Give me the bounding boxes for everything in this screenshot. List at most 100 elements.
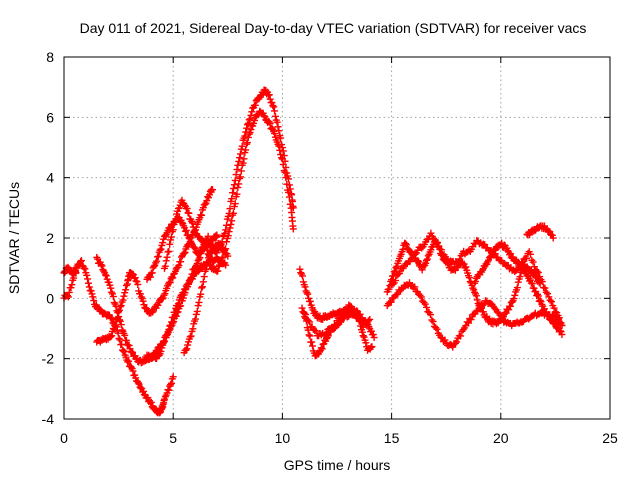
data-point bbox=[216, 240, 224, 248]
data-point bbox=[395, 269, 403, 277]
data-point bbox=[304, 290, 312, 298]
data-point bbox=[110, 325, 118, 333]
data-point bbox=[268, 124, 276, 132]
data-point bbox=[302, 311, 310, 319]
data-point bbox=[157, 245, 165, 253]
data-point bbox=[301, 283, 309, 291]
data-point bbox=[511, 291, 519, 299]
grid-lines bbox=[64, 57, 610, 419]
data-point bbox=[83, 271, 91, 279]
data-point bbox=[424, 252, 432, 260]
y-tick-label: 0 bbox=[46, 290, 54, 306]
data-point bbox=[359, 332, 367, 340]
data-point bbox=[169, 313, 177, 321]
data-point bbox=[116, 303, 124, 311]
series-track-14 bbox=[383, 279, 566, 351]
data-point bbox=[162, 257, 170, 265]
data-point bbox=[80, 264, 88, 272]
data-point bbox=[274, 123, 282, 131]
data-point bbox=[277, 134, 285, 142]
series-track-7 bbox=[160, 196, 230, 272]
data-point bbox=[358, 328, 366, 336]
series-track-15 bbox=[471, 239, 544, 287]
data-point bbox=[187, 332, 195, 340]
data-point bbox=[166, 322, 174, 330]
data-point bbox=[306, 297, 314, 305]
data-point bbox=[161, 393, 169, 401]
data-point bbox=[271, 107, 279, 115]
data-point bbox=[366, 315, 374, 323]
chart-title: Day 011 of 2021, Sidereal Day-to-day VTE… bbox=[80, 20, 587, 36]
data-point bbox=[411, 283, 419, 291]
data-point bbox=[282, 163, 290, 171]
data-point bbox=[279, 147, 287, 155]
data-point bbox=[201, 200, 209, 208]
data-point bbox=[323, 330, 331, 338]
data-point bbox=[202, 265, 210, 273]
data-point bbox=[532, 272, 540, 280]
data-point bbox=[394, 270, 402, 278]
data-point bbox=[161, 262, 169, 270]
data-point bbox=[188, 219, 196, 227]
x-tick-label: 15 bbox=[384, 430, 400, 446]
data-point bbox=[416, 291, 424, 299]
data-point bbox=[475, 305, 483, 312]
data-point bbox=[158, 295, 166, 303]
data-point bbox=[237, 167, 245, 175]
data-point bbox=[235, 180, 243, 188]
data-point bbox=[198, 283, 206, 291]
data-point bbox=[109, 293, 117, 301]
data-point bbox=[165, 386, 173, 394]
data-point bbox=[117, 321, 125, 329]
data-point bbox=[359, 323, 367, 331]
data-point bbox=[107, 333, 115, 341]
data-point bbox=[308, 338, 316, 346]
data-point bbox=[472, 292, 480, 300]
data-point bbox=[506, 302, 514, 310]
data-point bbox=[385, 285, 393, 293]
data-point bbox=[77, 258, 85, 266]
axis-ticks: 0 5 10 15 20 25 -4 -2 0 2 4 6 8 bbox=[42, 49, 618, 446]
data-point bbox=[84, 275, 92, 283]
data-point bbox=[205, 254, 213, 262]
data-point bbox=[273, 118, 281, 126]
data-point bbox=[122, 336, 130, 344]
data-point bbox=[367, 343, 375, 351]
data-point bbox=[479, 308, 487, 316]
data-point bbox=[321, 330, 329, 338]
data-point bbox=[275, 127, 283, 135]
data-point bbox=[398, 285, 406, 293]
data-point bbox=[433, 325, 441, 333]
data-point bbox=[181, 286, 189, 294]
data-point bbox=[139, 387, 147, 395]
data-point bbox=[224, 252, 232, 260]
data-point bbox=[285, 175, 293, 183]
data-point bbox=[209, 186, 217, 194]
y-tick-label: 6 bbox=[46, 109, 54, 125]
data-point bbox=[427, 229, 435, 237]
data-point bbox=[277, 151, 285, 159]
data-point bbox=[200, 237, 208, 245]
data-point bbox=[556, 327, 564, 335]
data-point bbox=[245, 116, 253, 124]
data-point bbox=[265, 91, 273, 99]
data-point bbox=[407, 255, 415, 263]
data-point bbox=[120, 292, 128, 300]
data-point bbox=[139, 297, 147, 305]
data-point bbox=[167, 379, 175, 387]
data-point bbox=[496, 311, 504, 319]
data-points bbox=[60, 86, 566, 417]
data-point bbox=[111, 322, 119, 330]
data-point bbox=[229, 189, 237, 197]
data-point bbox=[71, 267, 79, 275]
data-point bbox=[432, 324, 440, 332]
data-point bbox=[108, 288, 116, 296]
data-point bbox=[137, 293, 145, 301]
data-point bbox=[181, 227, 189, 235]
data-point bbox=[191, 315, 199, 323]
x-tick-label: 5 bbox=[169, 430, 177, 446]
x-tick-label: 25 bbox=[602, 430, 618, 446]
data-point bbox=[102, 272, 110, 280]
data-point bbox=[177, 258, 185, 266]
data-point bbox=[456, 255, 464, 263]
